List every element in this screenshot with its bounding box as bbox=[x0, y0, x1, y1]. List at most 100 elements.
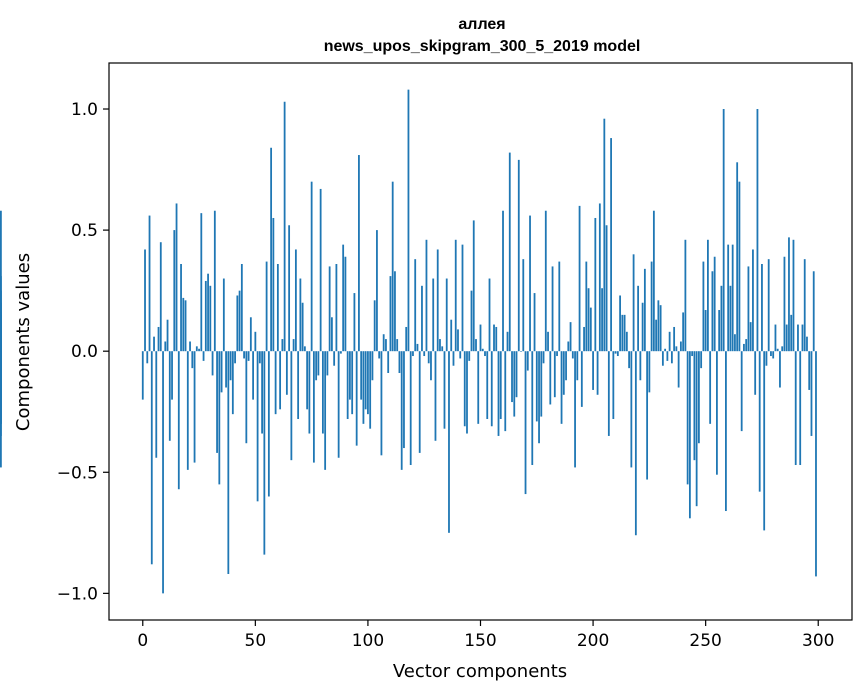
bar-97 bbox=[360, 351, 363, 400]
bar-141 bbox=[459, 351, 462, 359]
x-tick-label: 0 bbox=[137, 631, 148, 651]
bar-89 bbox=[342, 244, 345, 352]
bar-98 bbox=[362, 351, 365, 424]
bar-250 bbox=[704, 310, 707, 352]
bar-9 bbox=[162, 351, 164, 594]
bar-88 bbox=[340, 351, 342, 354]
bar-215 bbox=[625, 331, 628, 352]
bar-229 bbox=[657, 300, 660, 352]
bar-290 bbox=[794, 351, 797, 466]
bar-177 bbox=[540, 351, 543, 417]
bar-287 bbox=[788, 237, 790, 352]
bar-203 bbox=[598, 203, 601, 352]
bar-272 bbox=[754, 351, 757, 395]
bar-217 bbox=[630, 351, 633, 468]
y-axis-ticks: −1.0 −0.5 0.0 0.5 1.0 bbox=[57, 100, 109, 604]
x-axis-label: Vector components bbox=[393, 661, 567, 682]
bar-124 bbox=[421, 285, 423, 352]
bar-131 bbox=[436, 249, 439, 352]
bar-115 bbox=[400, 351, 403, 470]
bar-212 bbox=[619, 295, 621, 352]
bar-221 bbox=[639, 351, 642, 381]
bar-92 bbox=[349, 351, 351, 400]
bar-10 bbox=[164, 341, 167, 352]
bar-60 bbox=[276, 264, 279, 352]
bar-100 bbox=[367, 351, 369, 415]
bar-26 bbox=[200, 213, 203, 352]
bar-96 bbox=[358, 155, 360, 352]
bar-15 bbox=[175, 203, 178, 352]
bar-281 bbox=[774, 324, 777, 352]
bar-87 bbox=[337, 351, 340, 458]
bar-175 bbox=[535, 351, 538, 422]
bar-119 bbox=[409, 351, 412, 466]
bar-63 bbox=[283, 101, 286, 352]
bar-167 bbox=[517, 159, 520, 352]
bar-81 bbox=[324, 351, 327, 470]
bar-71 bbox=[301, 302, 304, 352]
bar-22 bbox=[191, 351, 194, 369]
bar-249 bbox=[702, 261, 705, 352]
bar-undefined bbox=[0, 312, 2, 352]
bar-297 bbox=[810, 351, 813, 436]
bar-227 bbox=[652, 210, 655, 352]
bar-171 bbox=[526, 351, 529, 371]
bar-191 bbox=[571, 351, 574, 359]
bar-33 bbox=[216, 351, 218, 453]
bar-200 bbox=[592, 351, 594, 390]
bar-188 bbox=[565, 351, 567, 381]
bar-6 bbox=[155, 351, 158, 458]
bar-75 bbox=[310, 181, 313, 352]
bar-82 bbox=[326, 351, 329, 376]
bar-76 bbox=[312, 351, 315, 463]
bar-244 bbox=[691, 351, 694, 357]
bar-208 bbox=[610, 138, 612, 352]
bar-270 bbox=[749, 322, 752, 352]
bar-120 bbox=[412, 351, 414, 357]
bar-38 bbox=[227, 351, 230, 574]
bar-101 bbox=[369, 351, 372, 429]
bar-103 bbox=[373, 300, 376, 352]
bar-134 bbox=[443, 351, 446, 429]
bar-144 bbox=[466, 351, 468, 434]
bar-267 bbox=[743, 343, 745, 352]
bar-19 bbox=[184, 300, 187, 352]
bar-142 bbox=[461, 244, 464, 352]
x-axis-ticks: 0 50 100 150 200 250 300 bbox=[137, 620, 834, 651]
bar-195 bbox=[580, 351, 583, 407]
bar-44 bbox=[240, 264, 243, 352]
bar-136 bbox=[448, 351, 450, 533]
bar-239 bbox=[679, 341, 682, 352]
bar-214 bbox=[623, 314, 626, 352]
bar-137 bbox=[450, 319, 453, 352]
bar-187 bbox=[562, 351, 565, 395]
bar-4 bbox=[150, 351, 153, 565]
bar-14 bbox=[173, 230, 176, 352]
bar-53 bbox=[261, 351, 263, 434]
bar-54 bbox=[263, 351, 266, 555]
bar-106 bbox=[380, 351, 383, 456]
bar-181 bbox=[549, 351, 552, 405]
bar-193 bbox=[576, 351, 579, 381]
bar-99 bbox=[364, 351, 367, 410]
bar-164 bbox=[511, 351, 513, 403]
bar-202 bbox=[596, 351, 599, 395]
bar-73 bbox=[306, 351, 309, 410]
bar-69 bbox=[297, 351, 300, 419]
bar-78 bbox=[317, 351, 320, 376]
bar-37 bbox=[225, 351, 227, 388]
bar-0 bbox=[141, 351, 144, 400]
bar-196 bbox=[583, 326, 585, 352]
bar-149 bbox=[477, 351, 480, 424]
bar-139 bbox=[454, 239, 457, 352]
bar-254 bbox=[713, 256, 716, 352]
bar-29 bbox=[207, 273, 209, 352]
bar-225 bbox=[648, 351, 651, 393]
y-axis-label: Components values bbox=[13, 253, 34, 431]
bar-258 bbox=[722, 109, 725, 352]
bar-199 bbox=[589, 307, 592, 352]
bars-group bbox=[0, 89, 817, 594]
bar-43 bbox=[238, 290, 241, 352]
bar-295 bbox=[806, 336, 808, 352]
